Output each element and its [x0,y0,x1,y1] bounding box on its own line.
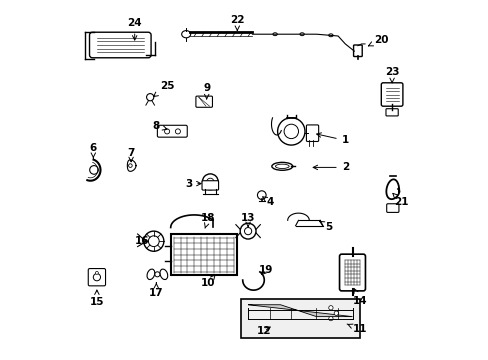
Ellipse shape [299,33,304,36]
Text: 7: 7 [127,148,135,162]
Text: 24: 24 [127,18,142,40]
Text: 21: 21 [392,193,407,207]
Circle shape [95,271,98,274]
FancyBboxPatch shape [89,32,151,58]
Text: 20: 20 [367,35,388,46]
FancyBboxPatch shape [157,125,187,137]
Circle shape [202,174,218,190]
Circle shape [155,272,160,277]
Text: 1: 1 [316,133,348,145]
Circle shape [240,223,256,239]
Text: 6: 6 [89,143,97,158]
Ellipse shape [182,31,190,38]
Text: 5: 5 [319,221,332,232]
Circle shape [146,94,153,101]
Ellipse shape [147,269,154,280]
Ellipse shape [160,269,167,280]
Text: 13: 13 [241,213,255,226]
FancyBboxPatch shape [339,254,365,291]
FancyBboxPatch shape [88,269,105,286]
FancyBboxPatch shape [381,83,402,106]
Circle shape [257,191,265,199]
Circle shape [328,306,332,310]
FancyBboxPatch shape [196,96,212,107]
Circle shape [333,311,338,315]
Text: 22: 22 [229,15,244,31]
FancyBboxPatch shape [306,125,318,141]
Bar [170,234,237,275]
Circle shape [128,164,132,167]
Text: 17: 17 [149,283,163,298]
Polygon shape [247,305,352,317]
Text: 18: 18 [201,213,215,228]
Circle shape [277,118,305,145]
Circle shape [93,274,101,281]
Text: 15: 15 [89,290,104,307]
Text: 9: 9 [203,83,210,99]
FancyBboxPatch shape [385,109,397,116]
Circle shape [206,178,213,185]
Text: 4: 4 [262,197,273,207]
Circle shape [148,236,159,247]
Bar [241,299,359,338]
Circle shape [244,228,251,235]
FancyBboxPatch shape [202,181,218,190]
Text: 2: 2 [312,162,348,172]
Text: 23: 23 [384,67,399,83]
FancyBboxPatch shape [353,45,362,57]
Text: 10: 10 [201,275,215,288]
Text: 11: 11 [346,324,366,334]
Circle shape [328,316,332,321]
Ellipse shape [275,164,288,168]
Text: 12: 12 [257,326,271,336]
Text: 8: 8 [152,121,167,131]
Circle shape [89,166,98,174]
Ellipse shape [272,33,277,36]
Ellipse shape [271,162,292,170]
Circle shape [284,124,298,139]
Text: 19: 19 [258,265,273,275]
Ellipse shape [328,34,332,37]
Text: 16: 16 [134,236,149,246]
FancyBboxPatch shape [386,204,398,212]
Circle shape [175,129,180,134]
Text: 25: 25 [153,81,174,96]
Text: 3: 3 [184,179,201,189]
Circle shape [164,129,169,134]
Text: 14: 14 [352,289,366,306]
Circle shape [143,231,163,251]
